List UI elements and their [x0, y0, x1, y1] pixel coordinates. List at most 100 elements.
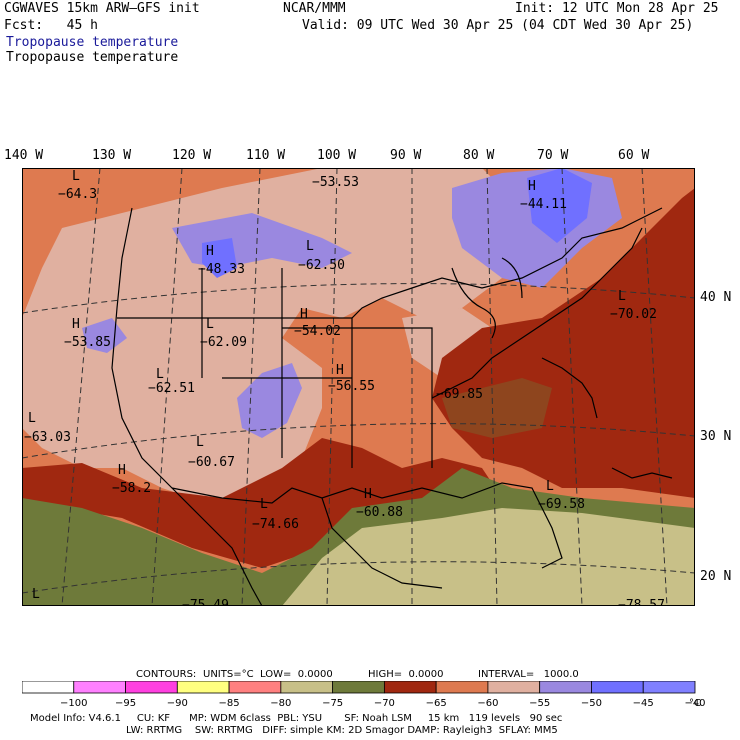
lat-label: 40 N	[700, 290, 732, 305]
map-label: H	[300, 307, 308, 322]
colorbar-swatch	[487, 681, 541, 694]
coastlines-and-borders	[111, 207, 673, 606]
map-label: L	[196, 435, 204, 450]
lon-label: 120 W	[172, 148, 212, 163]
map-label: −69.85	[436, 387, 483, 402]
map-label: L	[306, 239, 314, 254]
colorbar-tick-label: −100	[60, 698, 87, 709]
temp-region-minus45	[527, 168, 592, 243]
temp-region-minus45	[202, 238, 237, 278]
colorbar-tick-label: −65	[426, 698, 447, 709]
map-label: −53.53	[312, 175, 359, 190]
temp-region-minus65	[22, 438, 502, 568]
colorbar-tick-label: −75	[322, 698, 343, 709]
lon-label: 70 W	[537, 148, 569, 163]
map-label: −56.55	[328, 379, 375, 394]
map-label: H	[206, 244, 214, 259]
lon-label: 100 W	[317, 148, 357, 163]
lon-label: 60 W	[618, 148, 650, 163]
colorbar-swatch	[280, 681, 334, 694]
colorbar-swatch	[383, 681, 437, 694]
map-label: L	[206, 317, 214, 332]
map-label: −48.33	[198, 262, 245, 277]
colorbar-swatch	[22, 681, 75, 694]
colorbar-swatch	[591, 681, 644, 694]
map-label: L	[618, 289, 626, 304]
colorbar-tick-label: −90	[167, 698, 188, 709]
colorbar-swatch	[73, 681, 126, 694]
map-label: −60.88	[356, 505, 403, 520]
tropopause-temperature-map: L −64.3 −53.53 H −44.11 H −48.33 L −62.5…	[22, 168, 695, 606]
map-label: −69.58	[538, 497, 585, 512]
colorbar-tick-label: −50	[581, 698, 602, 709]
map-label: −62.09	[200, 335, 247, 350]
colorbar-tick-label: −45	[633, 698, 654, 709]
contours-label: CONTOURS:	[136, 669, 197, 680]
model-info-line1: Model Info: V4.6.1 CU: KF MP: WDM 6class…	[30, 713, 563, 724]
temp-region-minus70	[442, 378, 552, 438]
colorbar-swatch	[642, 681, 696, 694]
colorbar-tick-label: −95	[115, 698, 136, 709]
map-label: L	[260, 497, 268, 512]
contours-units: UNITS=°C	[203, 669, 254, 680]
field-title-contour: Tropopause temperature	[6, 50, 179, 65]
temp-region-minus50	[237, 363, 302, 438]
colorbar-unit: °C	[689, 698, 701, 709]
colorbar-swatch	[125, 681, 178, 694]
organization: NCAR/MMM	[283, 1, 346, 16]
map-label: L	[28, 411, 36, 426]
colorbar-tick-label: −60	[477, 698, 498, 709]
model-info-line2: LW: RRTMG SW: RRTMG DIFF: simple KM: 2D …	[126, 725, 558, 736]
map-label: −64.3	[58, 187, 97, 202]
contours-low: LOW= 0.0000	[260, 669, 333, 680]
init-time: Init: 12 UTC Mon 28 Apr 25	[515, 1, 719, 16]
map-label: L	[72, 169, 80, 184]
colorbar-tick-label: −55	[529, 698, 550, 709]
contours-interval: INTERVAL= 1000.0	[478, 669, 579, 680]
map-label: −62.51	[148, 381, 195, 396]
field-title-shaded: Tropopause temperature	[6, 35, 179, 50]
colorbar: −100 −95 −90 −85 −80 −75 −70 −65 −60 −55 −50 −45 −40…	[22, 681, 706, 709]
map-label: −74.66	[252, 517, 299, 532]
map-label: −70.02	[610, 307, 657, 322]
map-label: H	[364, 487, 372, 502]
map-label: H	[528, 179, 536, 194]
map-label: −75.49	[182, 598, 229, 606]
valid-time: Valid: 09 UTC Wed 30 Apr 25 (04 CDT Wed …	[302, 18, 694, 33]
map-label: −62.50	[298, 258, 345, 273]
colorbar-tick-label: −80	[270, 698, 291, 709]
map-label: L	[156, 367, 164, 382]
colorbar-tick-label: −70	[374, 698, 395, 709]
lon-label: 110 W	[246, 148, 286, 163]
colorbar-tick-label: −40	[684, 698, 705, 709]
map-label: H	[118, 463, 126, 478]
temp-region-minus65	[432, 188, 695, 498]
map-label: −54.02	[294, 324, 341, 339]
forecast-hour: Fcst: 45 h	[4, 18, 98, 33]
map-label: L	[546, 479, 554, 494]
colorbar-swatch	[228, 681, 282, 694]
colorbar-swatch	[435, 681, 489, 694]
map-label: H	[72, 317, 80, 332]
contours-high: HIGH= 0.0000	[368, 669, 444, 680]
map-label: −53.85	[64, 335, 111, 350]
lon-label: 140 W	[4, 148, 44, 163]
lat-label: 20 N	[700, 569, 732, 584]
lon-label: 80 W	[463, 148, 495, 163]
lat-label: 30 N	[700, 429, 732, 444]
colorbar-swatch	[176, 681, 230, 694]
colorbar-tick-label: −85	[219, 698, 240, 709]
colorbar-swatch	[332, 681, 385, 694]
map-label: H	[336, 363, 344, 378]
map-label: −60.67	[188, 455, 235, 470]
map-label: −44.11	[520, 197, 567, 212]
graticule	[22, 168, 695, 606]
lon-label: 90 W	[390, 148, 422, 163]
map-frame	[22, 168, 695, 606]
model-title: CGWAVES 15km ARW–GFS init	[4, 1, 200, 16]
temp-region-minus75	[282, 508, 695, 606]
map-label: L	[32, 587, 40, 602]
map-label: −63.03	[24, 430, 71, 445]
map-label: −78.57	[618, 598, 665, 606]
lon-label: 130 W	[92, 148, 132, 163]
